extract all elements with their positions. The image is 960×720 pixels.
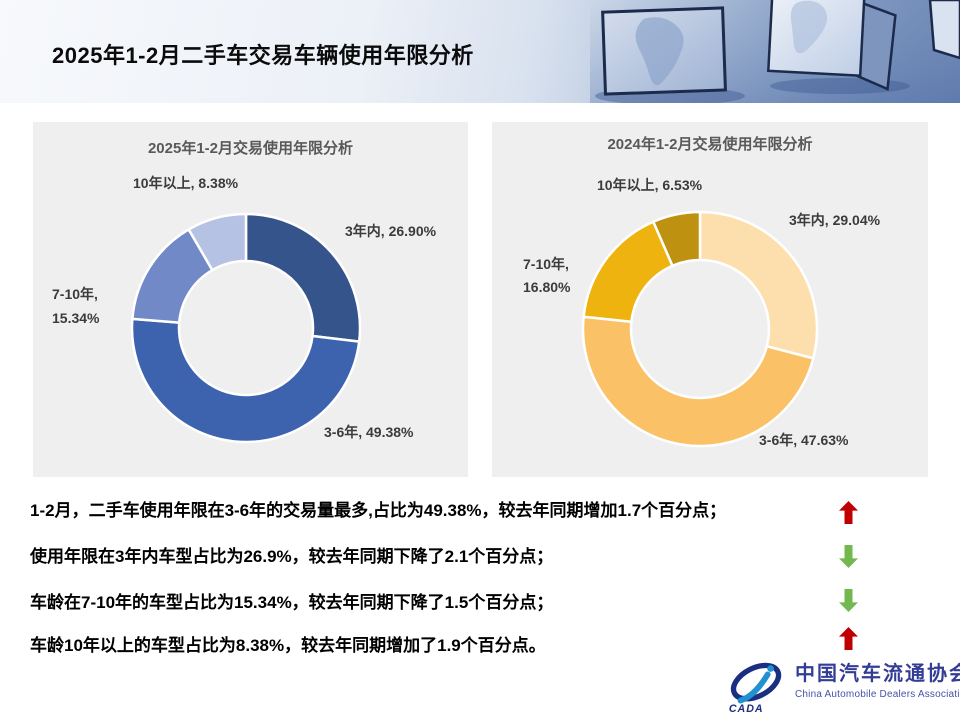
chart-panel-2025: 2025年1-2月交易使用年限分析 10年以上, 8.38% 3年内, 26.9… [33, 122, 468, 477]
trend-arrow-icon [839, 501, 858, 524]
trend-arrow-icon [839, 545, 858, 568]
donut-slice-10年以上 [187, 212, 248, 272]
donut-slice-10年以上 [652, 210, 702, 267]
label-7-10-years: 7-10年, [52, 286, 98, 302]
chart-panel-2024: 2024年1-2月交易使用年限分析 10年以上, 6.53% 3年内, 29.0… [492, 122, 928, 477]
cube-middle [766, 0, 897, 91]
label-under-3-years: 3年内, 29.04% [789, 212, 881, 228]
donut-chart-2025 [130, 212, 362, 444]
header-cubes-decoration [590, 0, 960, 103]
label-7-10-years-pct: 16.80% [523, 279, 571, 295]
summary-line-4: 车龄10年以上的车型占比为8.38%，较去年同期增加了1.9个百分点。 [30, 636, 546, 655]
summary-line-3: 车龄在7-10年的车型占比为15.34%，较去年同期下降了1.5个百分点； [30, 593, 554, 612]
donut-slice-3-6年 [581, 315, 815, 448]
page-title: 2025年1-2月二手车交易车辆使用年限分析 [52, 43, 474, 68]
logo-name-english: China Automobile Dealers Association [795, 689, 960, 700]
cada-logo: CADA 中国汽车流通协会 China Automobile Dealers A… [726, 657, 960, 715]
cada-logo-icon: CADA [729, 662, 782, 715]
donut-chart-2024 [581, 210, 819, 448]
donut-slice-3年内 [698, 210, 819, 360]
label-7-10-years: 7-10年, [523, 256, 569, 272]
label-10plus-years: 10年以上, 6.53% [597, 177, 703, 193]
summary-line-1: 1-2月，二手车使用年限在3-6年的交易量最多,占比为49.38%，较去年同期增… [30, 501, 727, 520]
chart-title-2024: 2024年1-2月交易使用年限分析 [607, 136, 813, 153]
chart-title-2025: 2025年1-2月交易使用年限分析 [147, 140, 354, 157]
label-10plus-years: 10年以上, 8.38% [133, 175, 239, 191]
header-banner: 2025年1-2月二手车交易车辆使用年限分析 [0, 0, 960, 103]
label-3-6-years: 3-6年, 47.63% [759, 432, 849, 448]
label-7-10-years-pct: 15.34% [52, 310, 100, 326]
cube-left [601, 6, 727, 96]
trend-arrow-icon [839, 627, 858, 650]
summary-line-2: 使用年限在3年内车型占比为26.9%，较去年同期下降了2.1个百分点； [30, 547, 554, 566]
label-under-3-years: 3年内, 26.90% [345, 223, 437, 239]
donut-slice-3-6年 [130, 317, 361, 444]
trend-arrow-icon [839, 589, 858, 612]
label-3-6-years: 3-6年, 49.38% [324, 424, 414, 440]
donut-slice-3年内 [244, 212, 362, 343]
cube-right-partial [928, 0, 960, 60]
cada-abbr-text: CADA [729, 703, 764, 715]
logo-name-chinese: 中国汽车流通协会 [795, 663, 960, 685]
